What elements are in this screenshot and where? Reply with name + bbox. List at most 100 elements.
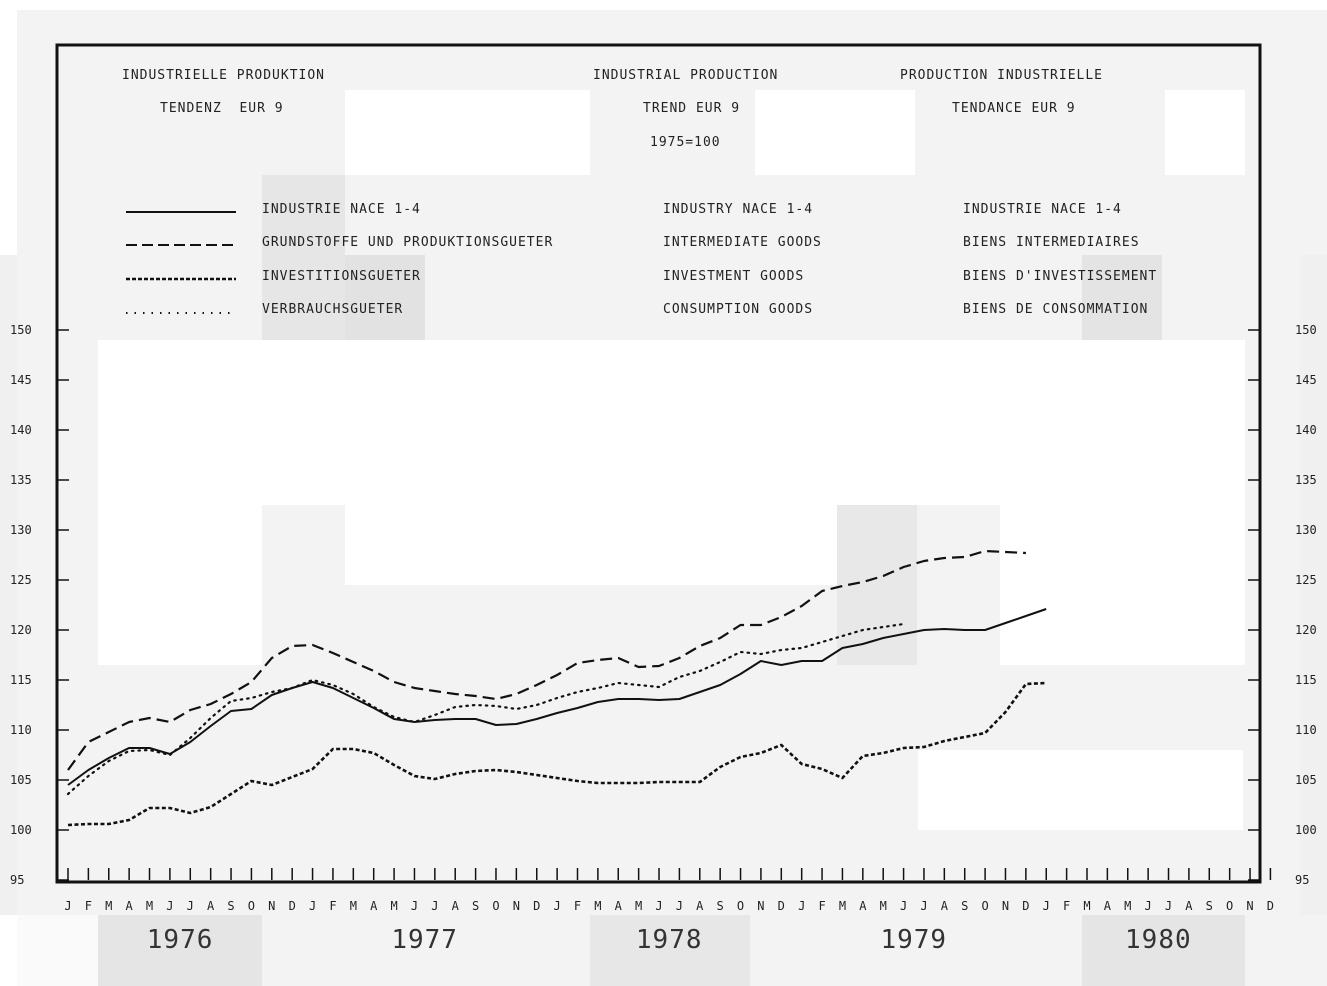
month-label: M [350, 899, 357, 913]
month-label: N [268, 899, 275, 913]
month-label: S [1206, 899, 1213, 913]
legend-label-fr-2: BIENS D'INVESTISSEMENT [963, 269, 1157, 284]
month-label: D [289, 899, 296, 913]
month-label: M [1083, 899, 1090, 913]
month-label: S [961, 899, 968, 913]
y-tick-label-right: 140 [1295, 423, 1317, 437]
month-label: A [941, 899, 949, 913]
legend-label-en-2: INVESTMENT GOODS [663, 269, 804, 284]
month-label: F [574, 899, 581, 913]
month-label: F [329, 899, 336, 913]
legend-label-fr-1: BIENS INTERMEDIAIRES [963, 235, 1140, 250]
plot-frame [55, 43, 1262, 884]
legend-label-de-3: VERBRAUCHSGUETER [262, 302, 403, 317]
month-label: J [187, 899, 194, 913]
title-en: INDUSTRIAL PRODUCTION [593, 68, 778, 83]
month-label: A [696, 899, 704, 913]
month-label: J [64, 899, 71, 913]
month-label: J [1043, 899, 1050, 913]
y-tick-label-left: 95 [10, 873, 24, 887]
legend-label-en-3: CONSUMPTION GOODS [663, 302, 813, 317]
series-lines [67, 549, 1047, 827]
month-label: N [513, 899, 520, 913]
legend-label-fr-0: INDUSTRIE NACE 1-4 [963, 202, 1122, 217]
month-label: M [105, 899, 112, 913]
month-label: J [309, 899, 316, 913]
y-tick-label-right: 100 [1295, 823, 1317, 837]
month-label: J [431, 899, 438, 913]
background-shading [0, 10, 1327, 986]
month-label: J [554, 899, 561, 913]
subtitle-fr: TENDANCE EUR 9 [952, 101, 1076, 116]
month-label: N [757, 899, 764, 913]
year-label: 1979 [880, 925, 947, 955]
y-tick-label-left: 115 [10, 673, 32, 687]
y-tick-label-right: 105 [1295, 773, 1317, 787]
series-line-solid [67, 608, 1047, 786]
month-label: J [1145, 899, 1152, 913]
month-label: D [1022, 899, 1029, 913]
month-label: A [615, 899, 623, 913]
y-tick-label-left: 100 [10, 823, 32, 837]
y-tick-label-right: 120 [1295, 623, 1317, 637]
month-label: N [1246, 899, 1253, 913]
month-label: F [85, 899, 92, 913]
y-tick-label-left: 130 [10, 523, 32, 537]
year-label: 1980 [1125, 925, 1192, 955]
month-label: S [472, 899, 479, 913]
month-label: A [126, 899, 134, 913]
y-tick-label-left: 150 [10, 323, 32, 337]
month-label: F [1063, 899, 1070, 913]
y-tick-label-left: 140 [10, 423, 32, 437]
y-tick-label-right: 115 [1295, 673, 1317, 687]
month-label: S [227, 899, 234, 913]
month-label: M [839, 899, 846, 913]
legend-label-de-1: GRUNDSTOFFE UND PRODUKTIONSGUETER [262, 235, 553, 250]
year-label: 1978 [636, 925, 703, 955]
month-label: M [635, 899, 642, 913]
subtitle-de: TENDENZ EUR 9 [160, 101, 284, 116]
month-label: A [370, 899, 378, 913]
month-label: D [778, 899, 785, 913]
month-label: O [492, 899, 499, 913]
month-label: D [533, 899, 540, 913]
series-line-long-dash [67, 549, 1026, 771]
month-label: N [1002, 899, 1009, 913]
month-label: M [880, 899, 887, 913]
month-label: O [1226, 899, 1233, 913]
year-label: 1977 [391, 925, 458, 955]
month-label: J [900, 899, 907, 913]
legend-label-en-0: INDUSTRY NACE 1-4 [663, 202, 813, 217]
month-label: O [248, 899, 255, 913]
base-year: 1975=100 [650, 135, 721, 150]
y-tick-label-right: 150 [1295, 323, 1317, 337]
title-fr: PRODUCTION INDUSTRIELLE [900, 68, 1103, 83]
subtitle-en: TREND EUR 9 [643, 101, 740, 116]
month-label: A [1185, 899, 1193, 913]
month-label: D [1267, 899, 1274, 913]
month-label: A [1104, 899, 1112, 913]
month-label: O [737, 899, 744, 913]
series-long-dash [67, 549, 1026, 771]
y-tick-label-right: 95 [1295, 873, 1309, 887]
series-solid [67, 608, 1047, 786]
chart-header: INDUSTRIELLE PRODUKTION TENDENZ EUR 9 IN… [122, 68, 1103, 150]
month-label: A [859, 899, 867, 913]
title-de: INDUSTRIELLE PRODUKTION [122, 68, 325, 83]
month-label: M [594, 899, 601, 913]
year-label: 1976 [147, 925, 214, 955]
legend: INDUSTRIE NACE 1-4 GRUNDSTOFFE UND PRODU… [126, 202, 1157, 317]
month-label: J [920, 899, 927, 913]
y-tick-label-right: 130 [1295, 523, 1317, 537]
series-short-dash [67, 681, 1047, 827]
y-tick-label-left: 125 [10, 573, 32, 587]
month-label: M [1124, 899, 1131, 913]
legend-label-de-0: INDUSTRIE NACE 1-4 [262, 202, 421, 217]
axes: 95 95 100 100 105 105 110 110 115 115 120 120 125 125… [10, 323, 1317, 955]
month-label: A [452, 899, 460, 913]
month-label: M [146, 899, 153, 913]
month-label: J [655, 899, 662, 913]
y-tick-label-left: 120 [10, 623, 32, 637]
series-line-short-dash [67, 681, 1047, 827]
